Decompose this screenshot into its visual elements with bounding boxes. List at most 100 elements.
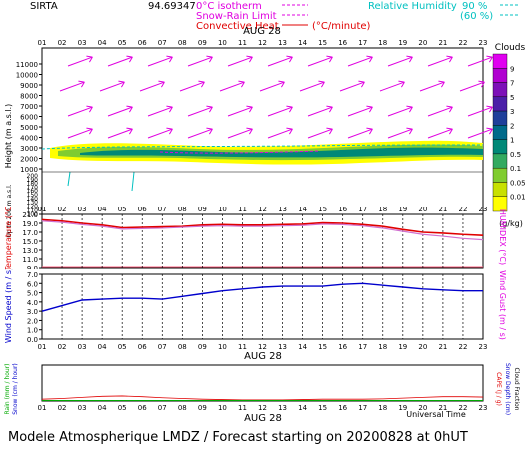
hour-label-11: 11 xyxy=(238,343,247,349)
temp-tick-label: 11.0 xyxy=(22,256,38,264)
hour-label-18: 18 xyxy=(378,343,387,349)
hour-label-23: 23 xyxy=(479,404,488,412)
hour-label-19: 19 xyxy=(398,39,407,47)
rh-contour xyxy=(41,144,484,150)
colorbar-segment xyxy=(492,153,508,169)
colorbar-segment xyxy=(492,110,508,126)
hour-label-08: 08 xyxy=(178,343,187,349)
hour-label-18: 18 xyxy=(378,404,387,412)
wind-arrow xyxy=(179,81,205,92)
series-temperature xyxy=(41,218,484,236)
cloud-hour-labels: 01 02 03 04 05 06 07 08 09 10 11 12 13 14 15 16 17 18 19 20… xyxy=(38,39,488,47)
colorbar-segment xyxy=(492,82,508,98)
hour-label-09: 09 xyxy=(198,39,207,47)
wind-arrow xyxy=(419,81,445,92)
hour-label-12: 12 xyxy=(258,39,267,47)
site-name: SIRTA xyxy=(30,1,58,12)
hour-label-04: 04 xyxy=(98,343,107,349)
hour-label-16: 16 xyxy=(338,404,347,412)
wind-arrowhead xyxy=(486,105,493,113)
hour-label-03: 03 xyxy=(78,39,87,47)
hour-label-10: 10 xyxy=(218,39,227,47)
isotherm-contour xyxy=(159,150,321,154)
wind-arrowhead xyxy=(86,55,93,63)
wind-arrow xyxy=(347,106,373,117)
wind-axis-label: Wind Speed (m / s) xyxy=(4,269,13,343)
wind-arrowhead xyxy=(366,55,373,63)
low-height-tick-label: 170 xyxy=(27,184,39,191)
rain-axis-label: Rain (mm / hour) xyxy=(4,363,11,414)
hour-label-05: 05 xyxy=(118,343,127,349)
wind-arrow xyxy=(387,106,413,117)
hour-label-10: 10 xyxy=(218,207,227,213)
colorbar-tick-label: 7 xyxy=(510,80,514,88)
height-tick-label: 3000 xyxy=(20,145,38,153)
wind-arrowhead xyxy=(206,105,213,113)
rh-tail-left xyxy=(67,171,71,187)
rh-tail-right xyxy=(131,171,135,192)
colorbar: 9 7 5 3 2 1 0.5 0.1 0.05 0.01 xyxy=(492,53,526,212)
hour-label-13: 13 xyxy=(278,207,287,213)
series-wind-speed xyxy=(41,282,483,312)
wind-arrowhead xyxy=(86,105,93,113)
wind-arrowhead xyxy=(486,127,493,135)
wind-arrowhead xyxy=(398,80,405,88)
wind-arrow xyxy=(219,81,245,92)
hour-label-01: 01 xyxy=(38,404,47,412)
wind-arrow xyxy=(459,81,485,92)
snow-axis-label: Snow (cm / hour) xyxy=(12,363,19,415)
hour-label-11: 11 xyxy=(238,404,247,412)
colorbar-segment xyxy=(492,167,508,183)
hour-label-06: 06 xyxy=(138,343,147,349)
hour-label-22: 22 xyxy=(458,343,467,349)
hour-label-15: 15 xyxy=(318,39,327,47)
wind-arrows xyxy=(59,55,493,139)
wind-arrowhead xyxy=(446,127,453,135)
wind-gridlines xyxy=(61,274,464,339)
low-height-tick-label: 190 xyxy=(27,177,39,184)
wind-arrow xyxy=(347,56,373,67)
hour-label-03: 03 xyxy=(78,207,87,213)
wind-hour-labels: 01 02 03 04 05 06 07 08 09 10 11 12 13 14 15 16 17 18 19 20… xyxy=(38,343,488,349)
low-height-axis-label: Up to 200 m a.s.l. xyxy=(6,184,13,237)
hour-label-03: 03 xyxy=(78,343,87,349)
wind-arrow xyxy=(147,106,173,117)
wind-arrowhead xyxy=(86,127,93,135)
wind-arrowhead xyxy=(286,105,293,113)
snow-rain-legend: Snow-Rain Limit xyxy=(196,11,277,22)
wind-arrow xyxy=(379,81,405,92)
wind-arrowhead xyxy=(318,80,325,88)
rain-panel: AUG 28 01 02 03 04 05 06 07 08 09 10 11 12 13 14 15 16 1… xyxy=(4,351,520,424)
low-height-tick-label: 200 xyxy=(27,173,39,180)
wind-arrowhead xyxy=(78,80,85,88)
hour-label-08: 08 xyxy=(178,39,187,47)
low-height-tick-label: 180 xyxy=(27,181,39,188)
wind-tick-label: 4.0 xyxy=(27,299,38,307)
rain-date-top: AUG 28 xyxy=(244,351,282,362)
wind-arrow xyxy=(99,81,125,92)
hour-label-20: 20 xyxy=(418,207,427,213)
wind-arrow xyxy=(467,56,493,67)
wind-arrowhead xyxy=(126,105,133,113)
series-cape xyxy=(41,395,484,401)
rh-low: (60 %) xyxy=(460,11,493,22)
wind-arrowhead xyxy=(246,105,253,113)
convective-legend: Convective Heat xyxy=(196,21,279,32)
wind-arrowhead xyxy=(446,105,453,113)
wind-tick-label: 7.0 xyxy=(27,271,38,279)
wind-arrow xyxy=(299,81,325,92)
hour-label-13: 13 xyxy=(278,404,287,412)
low-height-tick-label: 160 xyxy=(27,188,39,195)
rain-plot-area xyxy=(41,364,484,402)
hour-label-16: 16 xyxy=(338,343,347,349)
low-height-tick-label: 130 xyxy=(27,200,39,207)
snow-depth-axis-label: Snow Depth (cm) xyxy=(504,363,511,415)
wind-arrowhead xyxy=(438,80,445,88)
wind-arrow xyxy=(467,106,493,117)
temp-tick-label: 19.0 xyxy=(22,220,38,228)
wind-arrow xyxy=(259,81,285,92)
hour-label-17: 17 xyxy=(358,343,367,349)
hour-label-14: 14 xyxy=(298,39,307,47)
hour-label-11: 11 xyxy=(238,39,247,47)
height-ticks: 11000 10000 9000 8000 7000 6000 5000 4000 3000 20… xyxy=(16,61,42,174)
